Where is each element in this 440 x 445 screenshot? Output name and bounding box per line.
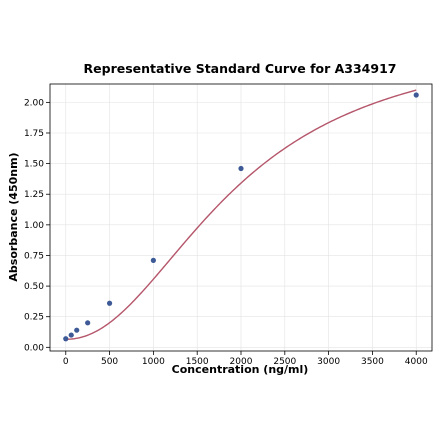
- data-point: [63, 336, 69, 342]
- fitted-curve-layer: [65, 89, 417, 340]
- data-point: [85, 320, 91, 326]
- y-tick-label: 1.75: [24, 129, 44, 139]
- x-tick-label: 0: [63, 357, 69, 367]
- x-axis-ticks: 0 500 1000 1500 2000 2500 3000 3500 4000: [63, 351, 428, 367]
- data-point: [413, 92, 419, 98]
- x-tick-label: 500: [101, 357, 118, 367]
- data-point: [74, 327, 80, 333]
- y-tick-label: 0.75: [24, 251, 44, 261]
- y-tick-label: 0.25: [24, 313, 44, 323]
- y-tick-label: 1.50: [24, 160, 44, 170]
- chart-title: Representative Standard Curve for A33491…: [84, 61, 397, 76]
- grid: [50, 84, 432, 351]
- data-point: [150, 257, 156, 263]
- y-tick-label: 1.25: [24, 190, 44, 200]
- y-axis-label: Absorbance (450nm): [7, 152, 20, 281]
- x-tick-label: 1500: [186, 357, 209, 367]
- data-point: [106, 300, 113, 306]
- y-tick-label: 2.00: [24, 98, 44, 108]
- x-tick-label: 4000: [405, 357, 428, 367]
- x-axis-label: Concentration (ng/ml): [172, 363, 309, 376]
- y-tick-label: 1.00: [24, 221, 44, 231]
- data-points-layer: [63, 92, 419, 342]
- x-tick-label: 3500: [361, 357, 384, 367]
- y-tick-label: 0.00: [24, 343, 44, 353]
- y-tick-label: 0.50: [24, 282, 44, 292]
- x-tick-label: 2500: [273, 357, 296, 367]
- data-point: [238, 165, 244, 172]
- x-tick-label: 3000: [317, 357, 340, 367]
- y-axis-ticks: 0.00 0.25 0.50 0.75 1.00 1.25 1.50 1.75 2.00: [24, 98, 50, 353]
- data-point: [68, 332, 74, 338]
- x-tick-label: 2000: [230, 357, 253, 367]
- x-tick-label: 1000: [142, 357, 165, 367]
- fitted-curve-line: [65, 89, 417, 340]
